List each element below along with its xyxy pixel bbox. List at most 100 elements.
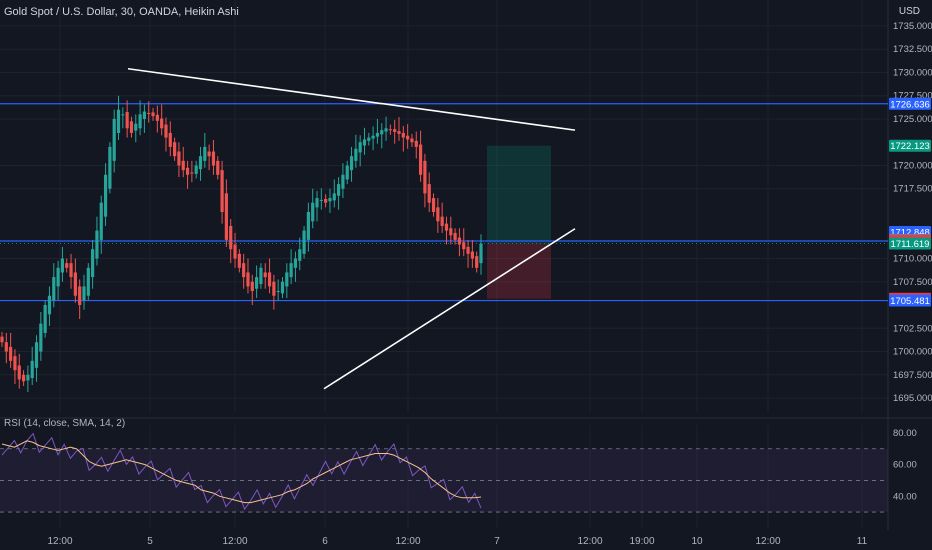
candle-body [21, 374, 26, 382]
axes: 1735.000 1732.500 1730.000 1727.500 1725.000… [47, 21, 932, 547]
candle-body [285, 272, 289, 287]
candle-body [185, 167, 190, 175]
price-axis-tick: 1707.500 [893, 277, 932, 288]
candle-body [311, 202, 315, 222]
price-tag-bg [889, 294, 931, 307]
candle-body [17, 365, 21, 380]
price-tag-label: 1711.619 [891, 239, 930, 250]
candle-body [95, 230, 99, 259]
time-axis-tick: 10 [691, 536, 703, 547]
candle-body [155, 114, 159, 121]
long-position-tool[interactable] [487, 145, 551, 299]
price-axis-tick: 1720.000 [893, 160, 932, 171]
candle-body [466, 246, 470, 254]
candle-body [276, 291, 280, 293]
candle-body [60, 258, 65, 273]
rsi-pane[interactable] [0, 432, 888, 513]
candle-body [255, 277, 259, 289]
candle-body [289, 263, 293, 278]
candle-body [336, 184, 341, 196]
candle-body [125, 112, 129, 129]
support-trendline [323, 228, 576, 390]
candle-body [168, 132, 172, 147]
price-axis-tick: 1702.500 [893, 323, 932, 334]
candle-body [65, 263, 69, 268]
time-axis-tick: 12:00 [47, 536, 72, 547]
candle-body [470, 251, 474, 259]
symbol-title: Gold Spot / U.S. Dollar, 30, OANDA, Heik… [4, 6, 239, 18]
price-axis-tick: 1727.500 [893, 91, 932, 102]
candle-body [418, 144, 423, 175]
time-axis-tick: 12:00 [755, 536, 780, 547]
candle-body [431, 198, 436, 212]
candle-body [73, 272, 77, 296]
candle-body [263, 272, 267, 278]
candle-body [293, 258, 298, 268]
candle-body [108, 146, 112, 189]
candle-body [39, 323, 43, 352]
trendlines[interactable] [127, 67, 576, 390]
candle-body [13, 356, 17, 371]
candle-body [345, 165, 349, 180]
resistance-trendline [127, 67, 576, 131]
candle-body [406, 135, 410, 140]
price-axis-tick: 1717.500 [893, 184, 932, 195]
horizontal-levels[interactable] [0, 103, 888, 302]
price-tag-label: 1705.481 [890, 296, 930, 307]
candle-body [462, 242, 466, 250]
time-axis-tick: 5 [147, 536, 153, 547]
candle-body [479, 243, 483, 264]
rsi-sma-line [1, 440, 482, 504]
candle-body [298, 249, 302, 261]
candle-body [26, 374, 30, 381]
candle-body [449, 228, 453, 236]
candle-body [91, 249, 95, 278]
rsi-axis-tick: 60.00 [893, 460, 917, 471]
candle-body [436, 207, 440, 222]
candle-body [306, 212, 310, 240]
price-tag-bg [889, 237, 931, 250]
price-tag-label: 1712.848 [890, 228, 930, 239]
currency-label: USD [898, 6, 920, 17]
candle-body [371, 135, 375, 139]
price-axis-tick: 1735.000 [893, 21, 932, 32]
candle-body [69, 263, 73, 278]
price-pane[interactable] [0, 67, 888, 392]
candle-body [267, 272, 272, 287]
candle-body [151, 112, 155, 117]
candle-body [324, 198, 328, 203]
candle-body [375, 132, 380, 137]
candle-body [388, 129, 392, 131]
price-tag-bg [889, 139, 931, 152]
candle-body [358, 142, 362, 153]
candle-body [410, 138, 414, 143]
candle-body [52, 277, 56, 301]
candle-body [319, 199, 323, 201]
candle-body [181, 160, 185, 171]
candle-body [47, 295, 52, 315]
price-axis-tick: 1730.000 [893, 67, 932, 78]
candle-body [78, 286, 82, 306]
candle-body [220, 170, 224, 212]
candle-body [354, 148, 358, 161]
candle-body [216, 160, 220, 175]
candles [0, 95, 483, 392]
candle-body [134, 123, 138, 131]
time-axis-tick: 11 [857, 536, 868, 547]
candle-body [393, 129, 397, 132]
candle-body [367, 137, 371, 141]
candle-body [173, 142, 177, 157]
candle-body [207, 151, 211, 157]
candle-body [397, 131, 401, 134]
candle-body [43, 305, 47, 333]
time-axis-tick: 19:00 [629, 536, 654, 547]
candle-body [142, 111, 147, 119]
rsi-indicator-label[interactable]: RSI (14, close, SMA, 14, 2) [4, 418, 126, 429]
candle-body [401, 132, 405, 138]
candle-body [198, 156, 203, 170]
candle-body [224, 193, 228, 240]
price-axis-tick: 1732.500 [893, 44, 932, 55]
candle-body [160, 118, 164, 129]
candle-body [177, 151, 181, 166]
